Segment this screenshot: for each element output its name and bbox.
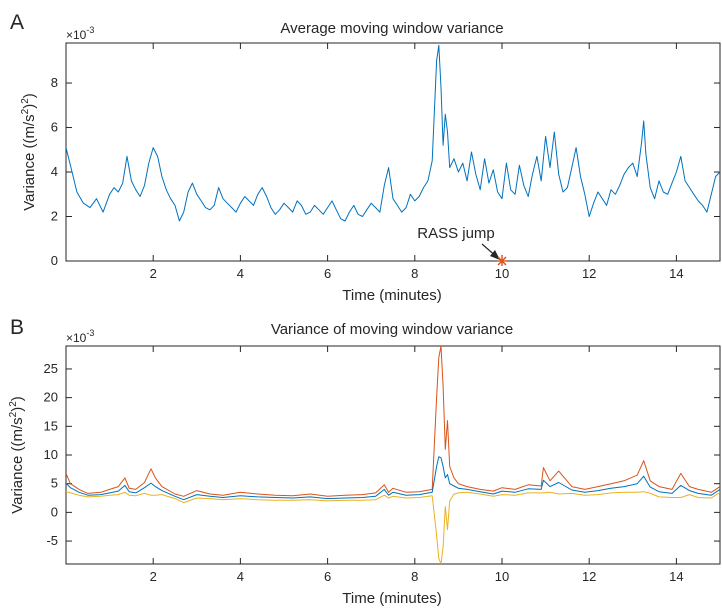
rass-jump-marker <box>497 256 507 266</box>
panel-a-label: A <box>10 11 24 34</box>
rass-jump-label: RASS jump <box>417 225 495 242</box>
y-tick-label: 0 <box>51 253 58 268</box>
x-tick-label: 8 <box>411 266 418 281</box>
panel-b: B Variance of moving window variance ×10… <box>8 316 721 607</box>
panel-a-exponent-base: ×10 <box>66 28 87 42</box>
panel-a-axes-box <box>65 42 721 262</box>
panel-b-ylabel: Variance ((m/s2)2) <box>8 396 26 514</box>
panel-b-x-ticks: 2 4 6 8 10 12 14 <box>150 346 684 584</box>
panel-b-series <box>66 346 720 564</box>
x-tick-label: 4 <box>237 266 244 281</box>
series-line-1 <box>66 346 720 497</box>
panel-b-axes-box <box>65 345 721 565</box>
panel-a-ylabel: Variance ((m/s2)2) <box>20 93 38 211</box>
panel-a-title: Average moving window variance <box>280 20 503 37</box>
y-tick-label: -5 <box>46 533 58 548</box>
x-tick-label: 14 <box>669 569 683 584</box>
rass-jump-arrowhead <box>490 250 500 260</box>
x-tick-label: 2 <box>150 569 157 584</box>
x-tick-label: 10 <box>495 266 509 281</box>
y-tick-label: 2 <box>51 209 58 224</box>
panel-b-label: B <box>10 316 24 339</box>
panel-a-annotation: RASS jump <box>417 225 507 266</box>
panel-b-title: Variance of moving window variance <box>271 321 513 338</box>
panel-b-xlabel: Time (minutes) <box>342 590 441 607</box>
y-tick-label: 10 <box>44 447 58 462</box>
x-tick-label: 12 <box>582 266 596 281</box>
panel-b-exponent-power: -3 <box>86 328 94 338</box>
panel-b-exponent-base: ×10 <box>66 331 87 345</box>
x-tick-label: 12 <box>582 569 596 584</box>
panel-a: A Average moving window variance ×10-3 2… <box>10 11 721 304</box>
x-tick-label: 6 <box>324 569 331 584</box>
panel-a-exponent-power: -3 <box>86 25 94 35</box>
x-tick-label: 10 <box>495 569 509 584</box>
panel-b-y-ticks: -5 0 5 10 15 20 25 <box>44 361 720 548</box>
series-line-2 <box>66 456 720 501</box>
y-tick-label: 25 <box>44 361 58 376</box>
y-tick-label: 0 <box>51 504 58 519</box>
y-tick-label: 20 <box>44 390 58 405</box>
x-tick-label: 4 <box>237 569 244 584</box>
x-tick-label: 6 <box>324 266 331 281</box>
y-tick-label: 4 <box>51 164 58 179</box>
x-tick-label: 14 <box>669 266 683 281</box>
y-tick-label: 8 <box>51 75 58 90</box>
y-tick-label: 5 <box>51 476 58 491</box>
panel-a-x-ticks: 2 4 6 8 10 12 14 <box>150 43 684 281</box>
panel-a-y-ticks: 0 2 4 6 8 <box>51 75 720 268</box>
series-line-1 <box>66 44 720 222</box>
panel-a-exponent: ×10-3 <box>66 25 94 42</box>
y-tick-label: 6 <box>51 120 58 135</box>
x-tick-label: 8 <box>411 569 418 584</box>
y-tick-label: 15 <box>44 418 58 433</box>
series-line-3 <box>66 491 720 564</box>
panel-b-exponent: ×10-3 <box>66 328 94 345</box>
panel-a-series <box>66 44 720 222</box>
panel-a-xlabel: Time (minutes) <box>342 287 441 304</box>
x-tick-label: 2 <box>150 266 157 281</box>
